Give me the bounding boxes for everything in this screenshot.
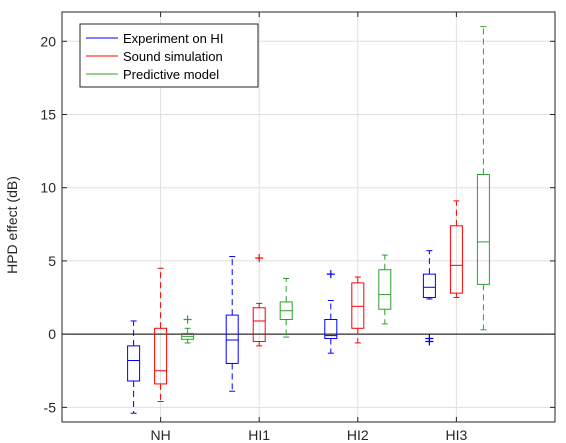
outlier-point bbox=[255, 254, 264, 262]
legend: Experiment on HI Sound simulation Predicti… bbox=[79, 23, 259, 88]
box-predictive-model-nh bbox=[181, 315, 195, 344]
y-tick-label: 20 bbox=[40, 33, 56, 49]
y-tick-label: 5 bbox=[48, 253, 56, 269]
box-iqr bbox=[476, 174, 490, 285]
box-iqr bbox=[324, 319, 338, 340]
y-tick-label: 10 bbox=[40, 180, 56, 196]
outlier-point bbox=[425, 337, 434, 346]
legend-label: Sound simulation bbox=[123, 49, 223, 64]
axis-layer: -5 0 5 10 15 20 NH HI1 HI2 HI3 bbox=[40, 11, 556, 443]
box-iqr bbox=[127, 345, 141, 382]
x-tick-label: NH bbox=[150, 427, 170, 443]
outlier-point bbox=[326, 270, 335, 279]
box-iqr bbox=[378, 269, 392, 310]
x-tick-label: HI2 bbox=[347, 427, 369, 443]
box-iqr bbox=[154, 327, 168, 385]
legend-label: Experiment on HI bbox=[123, 31, 223, 46]
box-predictive-model-hi2 bbox=[378, 254, 392, 325]
x-tick-label: HI1 bbox=[248, 427, 270, 443]
box-sound-simulation-hi2 bbox=[351, 276, 365, 344]
box-predictive-model-hi1 bbox=[279, 278, 293, 338]
box-iqr bbox=[351, 282, 365, 329]
y-axis-label: HPD effect (dB) bbox=[4, 176, 20, 274]
box-experiment-on-hi-hi1 bbox=[225, 256, 239, 392]
box-experiment-on-hi-hi2 bbox=[324, 270, 338, 354]
box-sound-simulation-hi1 bbox=[252, 254, 266, 347]
box-sound-simulation-hi3 bbox=[449, 200, 463, 299]
box-layer bbox=[127, 26, 490, 414]
x-tick-label: HI3 bbox=[446, 427, 468, 443]
plot-frame bbox=[61, 11, 556, 423]
legend-label: Predictive model bbox=[123, 67, 219, 82]
outlier-point bbox=[183, 315, 192, 324]
y-tick-label: -5 bbox=[44, 399, 57, 415]
box-sound-simulation-nh bbox=[154, 267, 168, 402]
box-iqr bbox=[225, 314, 239, 364]
box-experiment-on-hi-hi3 bbox=[422, 250, 436, 346]
box-predictive-model-hi3 bbox=[476, 26, 490, 331]
box-iqr bbox=[449, 225, 463, 294]
box-iqr bbox=[252, 307, 266, 342]
y-tick-label: 15 bbox=[40, 107, 56, 123]
y-tick-label: 0 bbox=[48, 326, 56, 342]
box-iqr bbox=[422, 273, 436, 299]
box-experiment-on-hi-nh bbox=[127, 320, 141, 414]
